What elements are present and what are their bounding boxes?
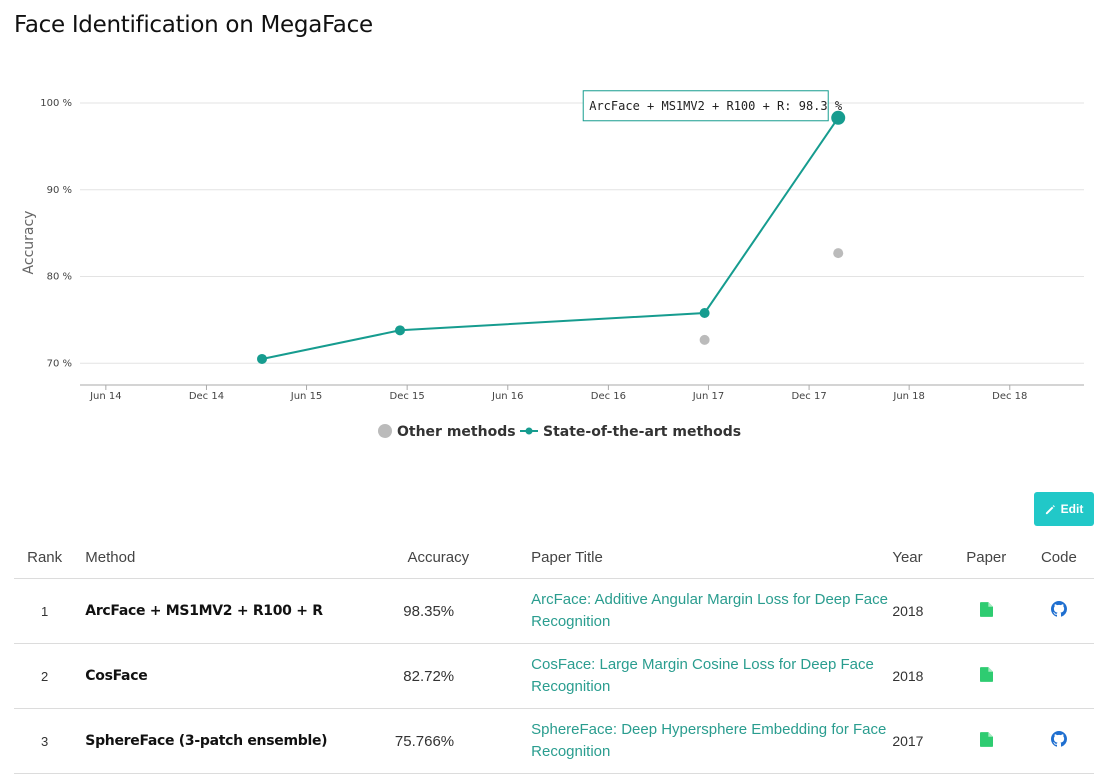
header-accuracy[interactable]: Accuracy	[341, 536, 505, 579]
code-cell	[1023, 643, 1094, 709]
legend-other-marker	[378, 424, 392, 438]
x-tick-label: Dec 15	[390, 391, 425, 402]
rank-cell: 1	[14, 578, 76, 644]
x-tick-label: Jun 14	[89, 391, 122, 402]
header-method[interactable]: Method	[75, 536, 342, 579]
x-tick-label: Jun 16	[491, 391, 524, 402]
sota-method-point	[256, 353, 267, 364]
x-tick-label: Dec 16	[591, 391, 626, 402]
method-cell: CosFace	[75, 643, 342, 709]
sota-method-point	[395, 325, 406, 336]
sota-chart: 70 % 80 % 90 % 100 % Jun 14 Dec 14 Jun 15 Dec 1…	[21, 90, 1084, 440]
paper-title-link[interactable]: ArcFace: Additive Angular Margin Loss fo…	[531, 591, 888, 630]
paper-cell	[948, 708, 1024, 774]
x-tick-label: Dec 17	[791, 391, 826, 402]
github-icon[interactable]	[1050, 731, 1067, 751]
paper-title-link[interactable]: CosFace: Large Margin Cosine Loss for De…	[531, 656, 874, 695]
paper-title-cell: SphereFace: Deep Hypersphere Embedding f…	[504, 708, 893, 774]
y-tick-label: 70 %	[47, 358, 72, 369]
edit-label: Edit	[1060, 502, 1084, 516]
year-cell: 2018	[892, 643, 949, 709]
table-header-row: Rank Method Accuracy Paper Title Year Pa…	[14, 536, 1094, 579]
header-paper: Paper	[948, 536, 1024, 579]
header-paper-title[interactable]: Paper Title	[504, 536, 893, 579]
y-tick-label: 90 %	[47, 185, 72, 196]
table-row[interactable]: 2 CosFace 82.72% CosFace: Large Margin Cosi…	[14, 643, 1094, 709]
accuracy-cell: 82.72%	[341, 643, 505, 709]
table-row[interactable]: 1 ArcFace + MS1MV2 + R100 + R 98.35% ArcFac…	[14, 578, 1094, 644]
file-icon[interactable]	[979, 601, 993, 621]
x-tick-label: Dec 18	[992, 391, 1027, 402]
paper-cell	[948, 578, 1024, 644]
paper-title-cell: ArcFace: Additive Angular Margin Loss fo…	[504, 578, 893, 644]
leaderboard-table: Rank Method Accuracy Paper Title Year Pa…	[14, 536, 1094, 774]
x-tick-label: Jun 18	[892, 391, 925, 402]
table-row[interactable]: 3 SphereFace (3-patch ensemble) 75.766% Sph…	[14, 708, 1094, 774]
legend-sota-label: State-of-the-art methods	[543, 424, 741, 440]
x-tick-label: Jun 17	[692, 391, 725, 402]
tooltip-text: ArcFace + MS1MV2 + R100 + R: 98.3 %	[589, 99, 843, 113]
x-tick-label: Dec 14	[189, 391, 224, 402]
x-tick-label: Jun 15	[290, 391, 323, 402]
paper-title-link[interactable]: SphereFace: Deep Hypersphere Embedding f…	[531, 721, 887, 760]
code-cell	[1023, 708, 1094, 774]
page-title: Face Identification on MegaFace	[14, 12, 373, 38]
y-tick-label: 80 %	[47, 272, 72, 283]
tooltip-box	[582, 90, 829, 122]
accuracy-cell: 75.766%	[341, 708, 505, 774]
other-method-point	[833, 248, 844, 259]
accuracy-cell: 98.35%	[341, 578, 505, 644]
pencil-icon	[1045, 504, 1055, 514]
file-icon[interactable]	[979, 731, 993, 751]
header-code: Code	[1023, 536, 1094, 579]
file-icon[interactable]	[979, 666, 993, 686]
y-tick-label: 100 %	[40, 98, 72, 109]
rank-cell: 2	[14, 643, 76, 709]
legend-other-label: Other methods	[397, 424, 516, 440]
edit-button[interactable]: Edit	[1034, 492, 1094, 526]
method-cell: ArcFace + MS1MV2 + R100 + R	[75, 578, 342, 644]
legend-sota-marker	[525, 427, 533, 435]
year-cell: 2018	[892, 578, 949, 644]
header-year[interactable]: Year	[892, 536, 949, 579]
code-cell	[1023, 578, 1094, 644]
paper-cell	[948, 643, 1024, 709]
sota-method-point	[699, 307, 710, 318]
other-method-point	[699, 334, 710, 345]
method-cell: SphereFace (3-patch ensemble)	[75, 708, 342, 774]
header-rank[interactable]: Rank	[14, 536, 76, 579]
sota-series-line	[261, 117, 840, 360]
year-cell: 2017	[892, 708, 949, 774]
rank-cell: 3	[14, 708, 76, 774]
sota-method-point	[831, 110, 846, 125]
github-icon[interactable]	[1050, 601, 1067, 621]
y-axis-label: Accuracy	[21, 211, 37, 275]
paper-title-cell: CosFace: Large Margin Cosine Loss for De…	[504, 643, 893, 709]
